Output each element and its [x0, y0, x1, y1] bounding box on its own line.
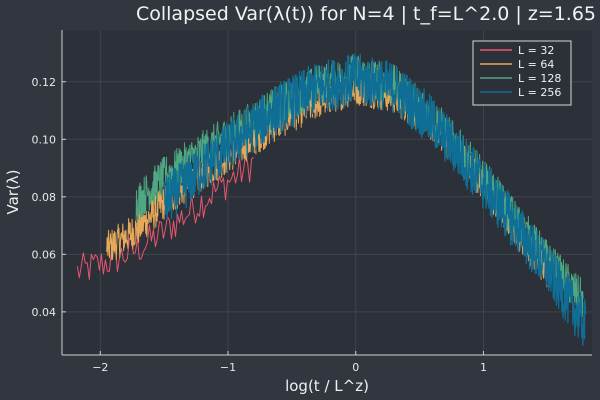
ticks: −2 −1 0 1 0.04 0.06 0.08 0.10 0.12	[32, 76, 487, 374]
series-line-4	[163, 53, 587, 346]
x-axis-title: log(t / L^z)	[285, 377, 369, 395]
x-tick-label: 0	[352, 361, 359, 374]
legend-label: L = 32	[518, 44, 554, 57]
y-tick-label: 0.04	[32, 306, 57, 319]
x-tick-label: −2	[92, 361, 108, 374]
axes	[61, 30, 592, 356]
series-line-1	[76, 153, 254, 280]
y-tick-label: 0.12	[32, 76, 57, 89]
legend-label: L = 256	[518, 86, 561, 99]
legend-label: L = 64	[518, 58, 554, 71]
y-axis-title: Var(λ)	[4, 169, 22, 214]
y-tick-label: 0.10	[32, 133, 57, 146]
legend-box	[472, 40, 572, 106]
chart-title: Collapsed Var(λ(t)) for N=4 | t_f=L^2.0 …	[136, 3, 596, 25]
y-tick-label: 0.08	[32, 191, 57, 204]
legend-label: L = 128	[518, 72, 561, 85]
x-tick-label: −1	[220, 361, 236, 374]
y-tick-label: 0.06	[32, 248, 57, 261]
x-tick-label: 1	[480, 361, 487, 374]
series-layer	[76, 53, 587, 346]
